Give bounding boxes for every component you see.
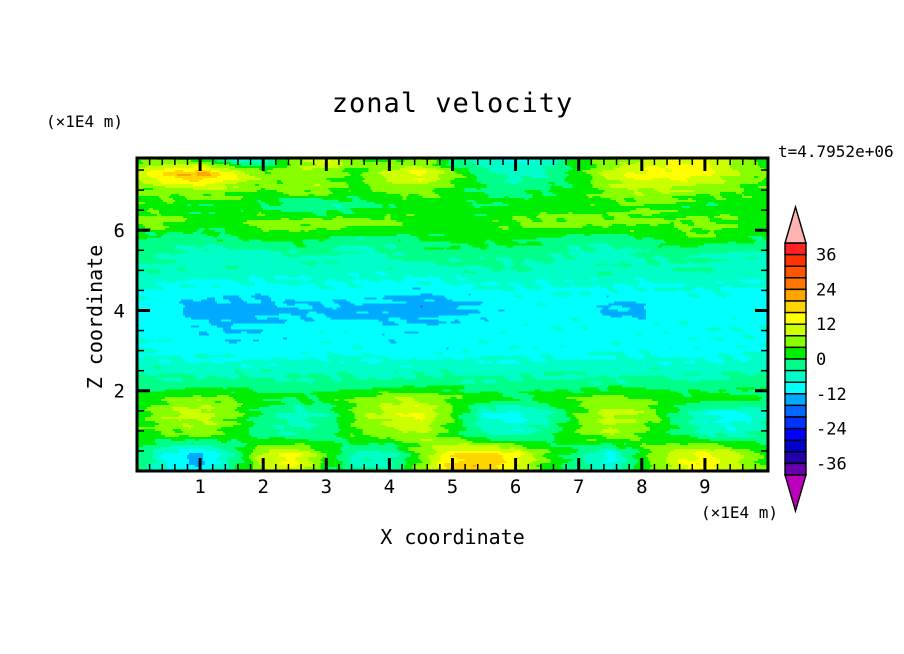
colorbar-segment bbox=[784, 288, 807, 302]
colorbar-label: -12 bbox=[816, 385, 847, 405]
time-annotation: t=4.7952e+06 bbox=[778, 142, 894, 161]
z-tick-label: 6 bbox=[114, 220, 125, 242]
plot-frame bbox=[135, 156, 770, 473]
x-tick-label: 7 bbox=[573, 476, 584, 498]
x-tick-label: 5 bbox=[447, 476, 458, 498]
z-tick-label: 4 bbox=[114, 300, 125, 322]
contour-field-image bbox=[137, 158, 768, 471]
colorbar-segment bbox=[784, 346, 807, 360]
colorbar-segment bbox=[784, 300, 807, 314]
colorbar-label: 0 bbox=[816, 350, 826, 370]
colorbar-segment bbox=[784, 358, 807, 372]
colorbar-segment bbox=[784, 427, 807, 441]
colorbar-segment bbox=[784, 451, 807, 465]
x-tick-label: 4 bbox=[384, 476, 395, 498]
colorbar-label: 12 bbox=[816, 315, 836, 335]
colorbar-segment bbox=[784, 369, 807, 383]
x-tick-label: 6 bbox=[510, 476, 521, 498]
colorbar-segment bbox=[784, 323, 807, 337]
x-tick-label: 3 bbox=[321, 476, 332, 498]
colorbar-segment bbox=[784, 311, 807, 325]
colorbar-segment bbox=[784, 381, 807, 395]
colorbar-segment bbox=[784, 404, 807, 418]
colorbar-segment bbox=[784, 393, 807, 407]
colorbar-label: -24 bbox=[816, 420, 847, 440]
colorbar-segment bbox=[784, 242, 807, 256]
colorbar-segment bbox=[784, 462, 807, 476]
x-axis-title: X coordinate bbox=[380, 525, 525, 549]
colorbar-under-arrow bbox=[784, 474, 807, 514]
colorbar-segment bbox=[784, 253, 807, 267]
x-tick-label: 9 bbox=[699, 476, 710, 498]
x-tick-label: 2 bbox=[257, 476, 268, 498]
z-tick-label: 2 bbox=[114, 381, 125, 403]
colorbar-label: 36 bbox=[816, 246, 836, 266]
colorbar-segment bbox=[784, 277, 807, 291]
x-tick-label: 8 bbox=[636, 476, 647, 498]
plot-title: zonal velocity bbox=[331, 88, 574, 119]
colorbar-segment bbox=[784, 416, 807, 430]
y-axis-units-label: (×1E4 m) bbox=[46, 112, 124, 131]
colorbar-segment bbox=[784, 265, 807, 279]
x-tick-label: 1 bbox=[194, 476, 205, 498]
x-axis-units-label: (×1E4 m) bbox=[700, 503, 778, 522]
colorbar-segment bbox=[784, 335, 807, 349]
colorbar-segment bbox=[784, 439, 807, 453]
colorbar-label: 24 bbox=[816, 280, 836, 300]
colorbar-label: -36 bbox=[816, 454, 847, 474]
colorbar-over-arrow bbox=[784, 204, 807, 244]
